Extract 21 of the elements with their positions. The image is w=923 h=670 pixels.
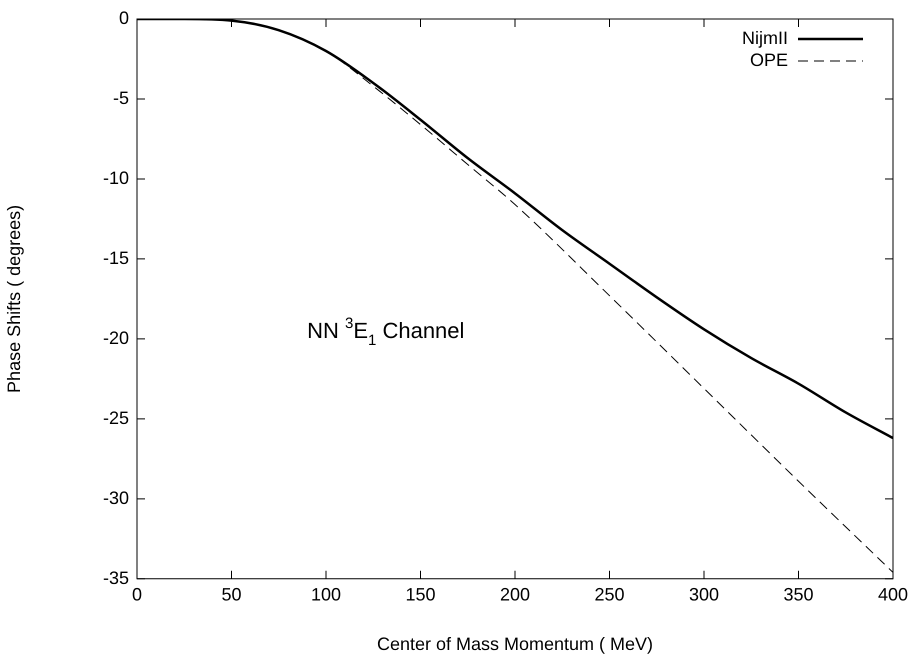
y-tick-label: -5 xyxy=(112,88,129,108)
x-tick-label: 400 xyxy=(878,584,908,605)
y-tick-label: -25 xyxy=(102,408,129,428)
y-tick-label: -35 xyxy=(102,568,129,588)
x-tick-label: 150 xyxy=(405,584,436,605)
x-tick-label: 350 xyxy=(783,584,814,605)
y-tick-label: 0 xyxy=(118,8,129,28)
y-axis-title: Phase Shifts ( degrees) xyxy=(4,204,24,393)
legend-label: NijmII xyxy=(742,28,788,48)
x-axis-title: Center of Mass Momentum ( MeV) xyxy=(376,634,654,654)
y-tick-label: -10 xyxy=(102,168,129,188)
x-tick-label: 0 xyxy=(132,584,142,605)
y-tick-label: -15 xyxy=(102,248,129,268)
x-tick-label: 200 xyxy=(500,584,530,605)
y-tick-label: -30 xyxy=(102,488,129,508)
y-tick-label: -20 xyxy=(102,328,129,348)
x-tick-label: 300 xyxy=(688,584,720,605)
legend-label: OPE xyxy=(750,50,788,70)
x-tick-label: 250 xyxy=(594,584,625,605)
x-tick-label: 50 xyxy=(221,584,242,605)
x-tick-label: 100 xyxy=(310,584,342,605)
